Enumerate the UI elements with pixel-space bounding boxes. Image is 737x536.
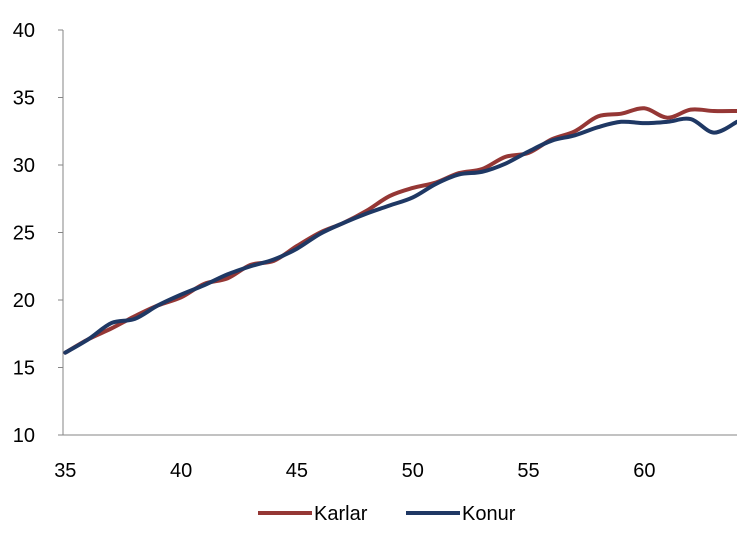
y-tick-label: 40 <box>13 20 35 42</box>
series-lines <box>63 106 737 355</box>
y-tick-label: 30 <box>13 155 35 177</box>
x-tick-label: 45 <box>286 460 308 482</box>
y-tick-label: 15 <box>13 358 35 380</box>
x-tick-label: 40 <box>170 460 192 482</box>
y-tick-label: 10 <box>13 425 35 447</box>
x-tick-label: 50 <box>402 460 424 482</box>
x-tick-label: 35 <box>54 460 76 482</box>
y-tick-label: 35 <box>13 88 35 110</box>
series-line-konur <box>63 116 737 355</box>
y-tick-label: 20 <box>13 290 35 312</box>
series-line-karlar <box>63 106 737 355</box>
axes: 10 15 20 25 30 35 40 35 40 45 50 55 60 <box>13 20 737 482</box>
legend-label-karlar: Karlar <box>314 503 368 525</box>
legend: Karlar Konur <box>258 503 516 525</box>
x-tick-label: 60 <box>633 460 655 482</box>
legend-label-konur: Konur <box>462 503 516 525</box>
x-tick-label: 55 <box>517 460 539 482</box>
y-tick-label: 25 <box>13 223 35 245</box>
